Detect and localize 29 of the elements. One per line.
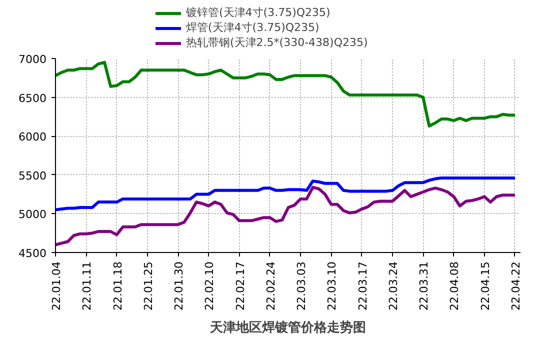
x-tick-label: 22.01.30: [172, 262, 186, 310]
line-series: [56, 176, 516, 212]
x-tick-label: 22.03.17: [356, 262, 370, 310]
y-tick-label: 5500: [18, 169, 47, 182]
y-tick-label: 6500: [18, 92, 47, 105]
y-tick-label: 6000: [18, 130, 47, 144]
x-tick-label: 22.04.15: [478, 262, 492, 310]
legend-label: 镀锌管(天津4寸(3.75)Q235): [186, 5, 330, 20]
line-series: [56, 186, 516, 246]
x-tick-label: 22.02.24: [264, 262, 278, 310]
x-tick-label: 22.04.22: [509, 262, 522, 310]
x-tick-label: 22.01.18: [111, 262, 124, 310]
y-tick-label: 4500: [18, 247, 47, 260]
x-tick-label: 22.01.04: [50, 262, 63, 310]
legend-label: 焊管(天津4寸(3.75)Q235): [186, 20, 320, 35]
y-tick-label: 5000: [18, 208, 47, 222]
x-tick-label: 22.03.10: [326, 262, 339, 310]
x-tick-label: 22.03.24: [386, 262, 400, 310]
x-tick-label: 22.01.25: [142, 262, 155, 310]
text: 天津地区焊镀管价格走势图: [209, 320, 366, 336]
x-tick-label: 22.04.08: [448, 262, 462, 310]
x-tick-label: 22.02.17: [234, 262, 247, 310]
legend-label: 热轧带钢(天津2.5*(330-438)Q235): [186, 35, 368, 50]
line-series: [56, 60, 516, 128]
x-tick-label: 22.01.11: [80, 262, 94, 310]
x-tick-label: 22.02.10: [203, 262, 216, 310]
x-tick-label: 22.03.31: [418, 262, 431, 310]
y-tick-label: 7000: [18, 53, 47, 66]
x-tick-label: 22.03.03: [295, 262, 308, 310]
